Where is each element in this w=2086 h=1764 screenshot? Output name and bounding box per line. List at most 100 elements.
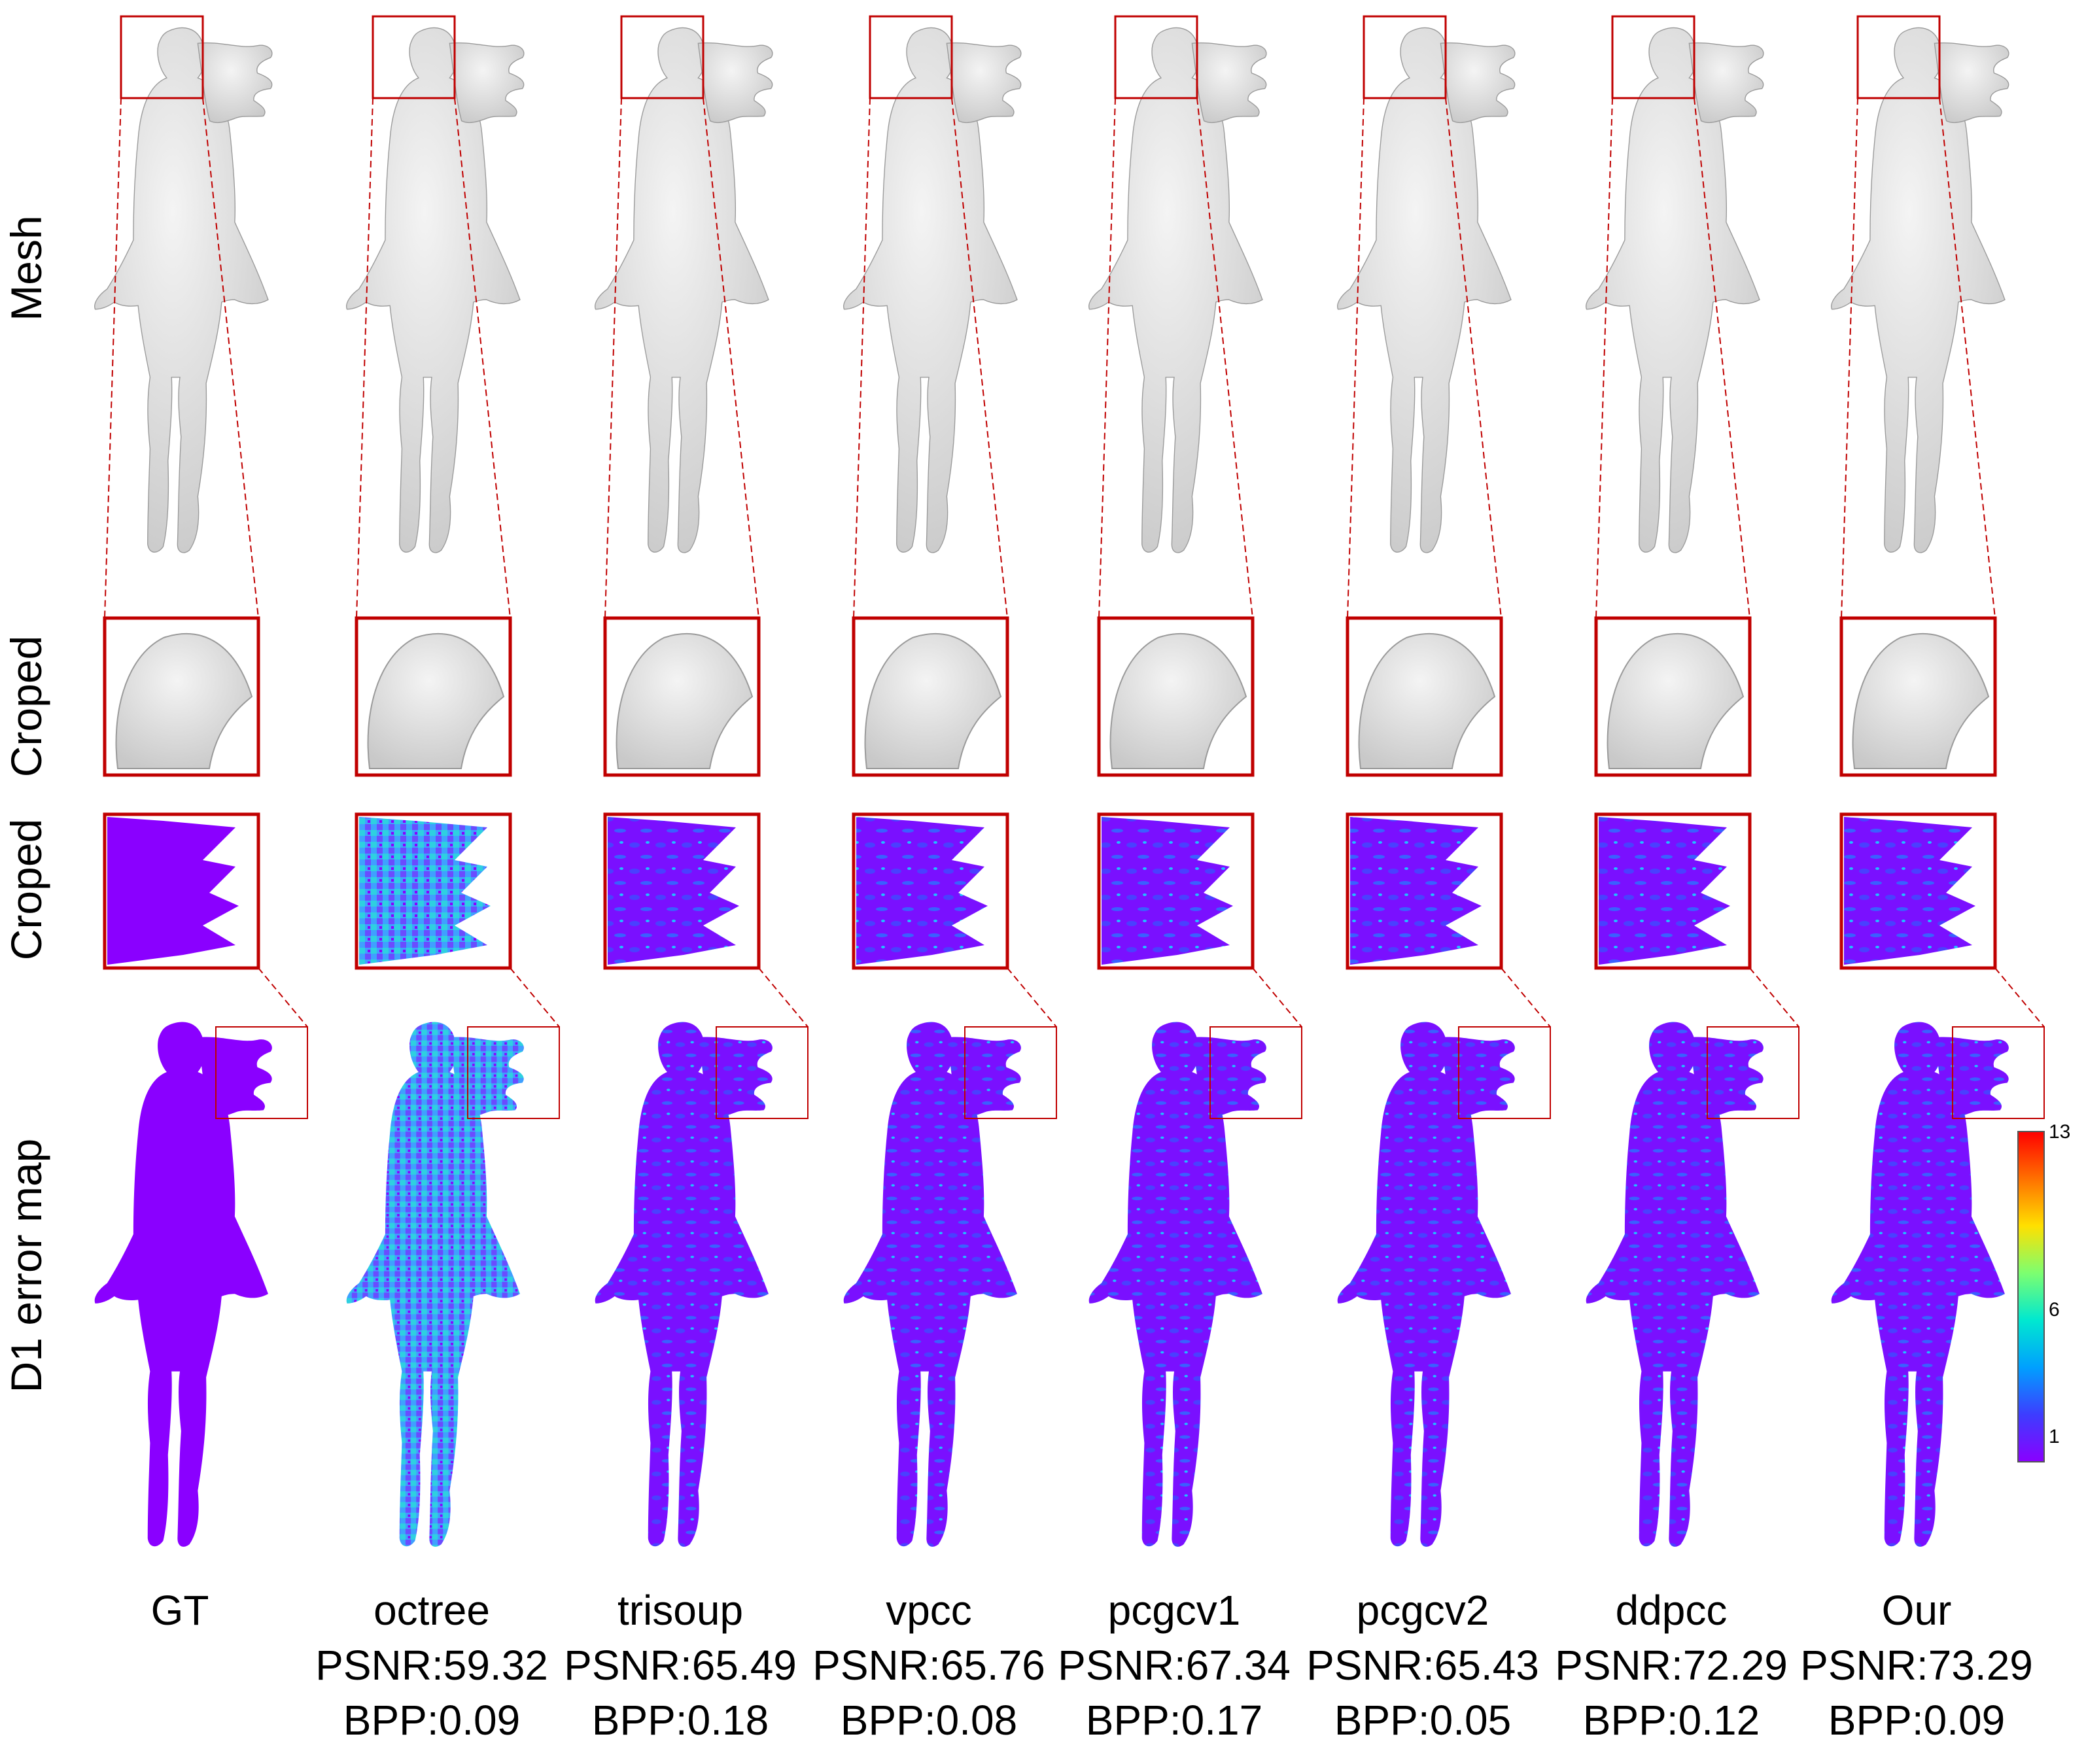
error-zoom-box [716,1026,808,1119]
zoom-connector [1252,967,1302,1028]
zoom-box [1611,15,1695,99]
cropped-error-render [1844,817,1975,965]
error-map-render [346,1022,524,1547]
zoom-connector [1007,967,1057,1028]
colorbar [2017,1131,2045,1462]
zoom-connector [1694,97,1750,619]
column-pcgcv1 [1088,15,1302,1547]
mesh-render [94,27,273,553]
error-map-render [94,1022,272,1547]
zoom-connector [1098,97,1116,619]
caption-psnr: PSNR:65.43 [1306,1642,1539,1689]
column-gt [94,15,308,1547]
zoom-connector [356,97,374,619]
caption-method: GT [150,1587,209,1634]
caption-psnr: PSNR:59.32 [315,1642,548,1689]
column-octree [346,15,560,1547]
column-caption: trisoup PSNR:65.49 BPP:0.18 [563,1583,798,1748]
error-zoom-box [964,1026,1057,1119]
cropped-error-render [608,817,739,965]
error-map-render [1337,1022,1515,1547]
caption-method: pcgcv1 [1107,1587,1241,1634]
caption-method: pcgcv2 [1356,1587,1489,1634]
caption-bpp: BPP:0.05 [1334,1697,1512,1744]
zoom-connector [104,97,122,619]
cropped-error-render [359,817,491,965]
caption-bpp: BPP:0.09 [343,1697,521,1744]
cropped-head-render [616,633,754,769]
mesh-render [843,27,1022,553]
error-map-render [1586,1022,1764,1547]
zoom-box [620,15,704,99]
caption-bpp: BPP:0.09 [1828,1697,2006,1744]
zoom-connector [604,97,622,619]
zoom-connector [1347,97,1365,619]
caption-method: ddpcc [1615,1587,1728,1634]
zoom-connector [454,97,511,619]
zoom-connector [853,97,871,619]
error-map-render [1088,1022,1266,1547]
cropped-error-render [1599,817,1730,965]
mesh-render [1831,27,2009,553]
caption-psnr: PSNR:65.49 [564,1642,797,1689]
caption-psnr: PSNR:72.29 [1555,1642,1788,1689]
error-zoom-box [467,1026,560,1119]
column-caption: GT [62,1583,298,1638]
zoom-connector [1749,967,1799,1028]
caption-method: vpcc [886,1587,972,1634]
column-caption: ddpcc PSNR:72.29 BPP:0.12 [1554,1583,1789,1748]
cropped-head-render [864,633,1002,769]
mesh-render [1088,27,1267,553]
zoom-box [1114,15,1198,99]
error-zoom-box [1209,1026,1302,1119]
cropped-error-render [856,817,988,965]
mesh-render [346,27,525,553]
caption-method: Our [1881,1587,1952,1634]
zoom-box [372,15,456,99]
error-map-render [1831,1022,2009,1547]
cropped-head-render [1109,633,1247,769]
cropped-head-render [1852,633,1990,769]
column-caption: octree PSNR:59.32 BPP:0.09 [314,1583,549,1748]
caption-bpp: BPP:0.18 [591,1697,769,1744]
error-zoom-box [1458,1026,1551,1119]
zoom-connector [758,967,808,1028]
zoom-box [1856,15,1941,99]
caption-psnr: PSNR:65.76 [812,1642,1045,1689]
caption-bpp: BPP:0.08 [840,1697,1018,1744]
zoom-connector [1196,97,1253,619]
mesh-render [1586,27,1764,553]
column-trisoup [595,15,808,1547]
caption-psnr: PSNR:73.29 [1800,1642,2033,1689]
zoom-box [120,15,204,99]
error-map-render [595,1022,773,1547]
zoom-box [1363,15,1447,99]
caption-bpp: BPP:0.12 [1582,1697,1760,1744]
zoom-box [869,15,953,99]
zoom-connector [1841,97,1858,619]
caption-method: trisoup [617,1587,744,1634]
error-zoom-box [215,1026,308,1119]
colorbar-tick-label: 6 [2049,1298,2060,1321]
cropped-head-render [115,633,253,769]
zoom-connector [202,97,259,619]
cropped-error-render [1102,817,1233,965]
zoom-connector [258,967,308,1028]
caption-psnr: PSNR:67.34 [1058,1642,1291,1689]
column-ddpcc [1586,15,1799,1547]
mesh-render [595,27,773,553]
column-caption: pcgcv2 PSNR:65.43 BPP:0.05 [1305,1583,1540,1748]
column-caption: vpcc PSNR:65.76 BPP:0.08 [811,1583,1047,1748]
cropped-error-render [107,817,239,965]
error-map-render [843,1022,1021,1547]
zoom-connector [703,97,759,619]
column-vpcc [843,15,1057,1547]
zoom-connector [1445,97,1502,619]
mesh-render [1337,27,1516,553]
column-caption: pcgcv1 PSNR:67.34 BPP:0.17 [1056,1583,1292,1748]
column-caption: Our PSNR:73.29 BPP:0.09 [1799,1583,2034,1748]
caption-method: octree [374,1587,490,1634]
caption-bpp: BPP:0.17 [1085,1697,1263,1744]
error-zoom-box [1952,1026,2045,1119]
zoom-connector [951,97,1008,619]
